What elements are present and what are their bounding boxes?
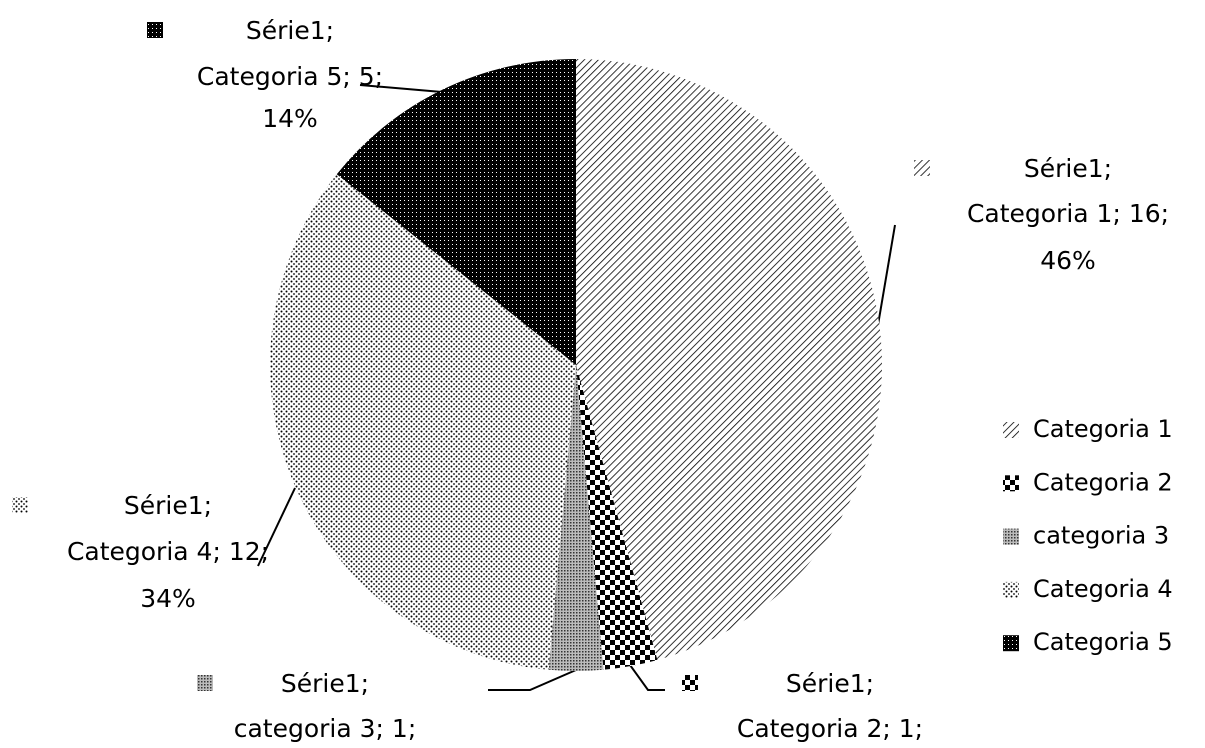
leader-line [257,487,296,567]
data-label: Categoria 1; 16; [967,199,1169,228]
leader-line [488,669,577,691]
data-label: Categoria 5; 5; [197,62,383,91]
label-marker [682,675,698,691]
data-label: 34% [140,584,196,613]
pie-slice [576,59,882,660]
data-label: Série1; [1024,154,1112,183]
pie-slice [548,365,604,672]
data-label: Série1; [124,491,212,520]
pie-slice [270,174,576,670]
pie-slice [576,365,658,670]
leader-line [359,84,443,93]
data-label: 14% [262,104,318,133]
legend-label: Categoria 1 [1033,415,1173,443]
legend-label: Categoria 5 [1033,628,1173,656]
legend-marker [1003,475,1019,492]
pie-slice [336,59,576,365]
legend-marker [1003,581,1019,598]
leader-line [877,224,896,326]
label-marker [12,497,28,513]
data-label: 46% [1040,246,1096,275]
label-marker [147,22,163,38]
data-label: Série1; [786,669,874,698]
data-label: Série1; [281,669,369,698]
legend-marker [1003,635,1019,652]
label-marker [197,675,213,691]
legend-label: categoria 3 [1033,522,1169,550]
data-label: Categoria 4; 12; [67,537,269,566]
data-label: Categoria 2; 1; [737,714,923,743]
leader-line [629,664,665,691]
leader-lines [257,84,896,691]
data-label: Série1; [246,16,334,45]
legend-label: Categoria 4 [1033,575,1173,603]
label-marker [914,160,930,176]
legend-marker [1003,422,1019,438]
legend-marker [1003,528,1019,545]
legend-label: Categoria 2 [1033,468,1173,496]
data-label: categoria 3; 1; [234,714,417,743]
